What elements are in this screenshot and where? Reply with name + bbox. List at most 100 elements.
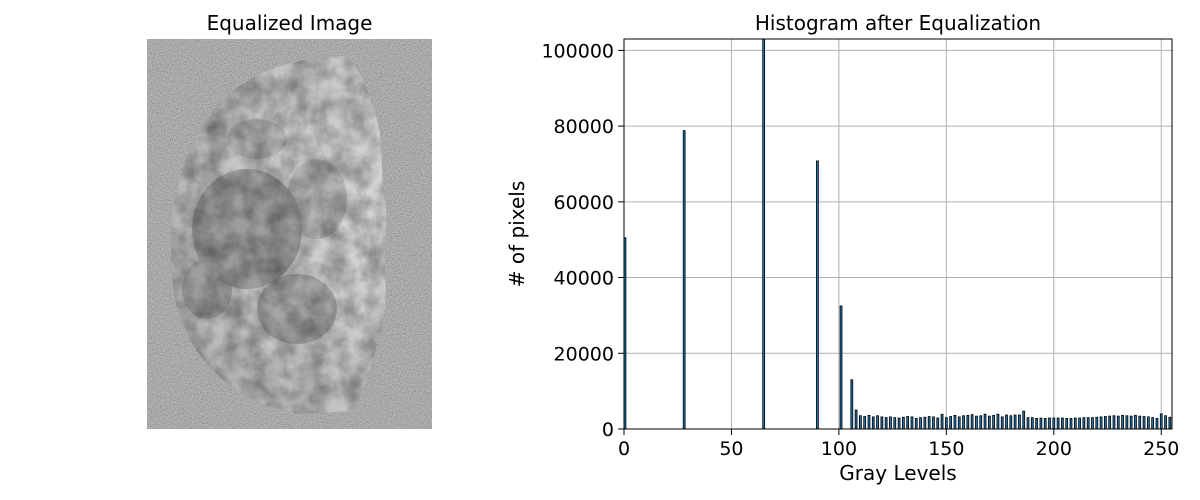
histogram-bar [893,417,897,430]
histogram-bar [1086,417,1090,430]
x-tick-label: 250 [1143,438,1179,460]
histogram-bar [859,415,862,430]
histogram-bar [839,305,843,430]
y-tick-label: 60000 [554,192,614,214]
histogram-bar [1108,415,1112,430]
histogram-bar [949,416,953,430]
histogram-bar [910,416,914,430]
histogram-bar [1155,417,1159,430]
histogram-bar [1056,417,1060,430]
x-tick-label: 0 [618,438,630,460]
chart-title: Histogram after Equalization [754,11,1042,35]
plot-frame [623,38,1173,430]
histogram-bar [1026,417,1030,430]
histogram-bar [871,416,875,430]
histogram-bar [902,416,905,430]
histogram-bar [970,414,974,430]
histogram-bar [1052,417,1056,430]
histogram-bar [1164,415,1167,430]
histogram-bar [940,413,944,430]
histogram-bar [1022,410,1026,430]
histogram-bar [682,130,686,430]
histogram-bar [1104,416,1107,430]
histogram-bar [944,417,948,430]
histogram-bar [983,413,987,430]
x-tick-label: 150 [928,438,964,460]
histogram-bar [897,417,901,430]
x-tick-label: 100 [821,438,857,460]
histogram-bar [975,415,978,430]
histogram-bar [762,38,766,430]
histogram-bar [957,416,961,430]
histogram-bar [966,414,970,430]
x-axis-label: Gray Levels [839,461,956,485]
histogram-bar [996,413,1000,430]
histogram-bar [987,415,991,430]
histogram-bar [1146,416,1150,430]
grid [623,39,1172,430]
histogram-bar [1009,415,1013,430]
histogram-bar [850,379,854,430]
histogram-bar [1121,414,1124,430]
histogram-bar [1065,417,1069,430]
histogram-bar [1018,414,1021,430]
moon-image [147,39,432,429]
histogram-bar [1129,415,1133,430]
histogram-bar [1013,414,1017,430]
histogram-bar [936,417,940,430]
histogram-bar [906,416,910,430]
histogram-bar [1151,417,1155,430]
histogram-bar [1069,417,1073,430]
y-tick-label: 40000 [554,268,614,290]
histogram-bar [1073,417,1077,430]
histogram-bar [1142,416,1146,430]
histogram-bar [1099,416,1103,430]
histogram-bar [863,416,867,430]
histogram-bar [923,416,927,430]
histogram-bar [1005,414,1008,430]
y-tick-label: 0 [602,419,614,441]
histogram-bar [1138,415,1142,430]
histogram-bar [1000,416,1004,430]
histogram-bar [1112,415,1116,430]
y-tick-label: 80000 [554,116,614,138]
y-tick-label: 100000 [541,40,614,62]
histogram-bar [1168,416,1172,430]
histogram-bar [992,414,995,430]
histogram-bar [1091,417,1094,430]
histogram-bar [979,415,983,430]
bars [623,38,1172,430]
histogram-bar [816,160,819,430]
x-tick-label: 50 [719,438,743,460]
histogram-bar [914,417,918,430]
histogram-bar [919,417,922,430]
histogram-bar [1125,415,1129,430]
axis-ticks: 0 50 100 150 200 250 0 20000 40000 60000 80000 1000… [541,40,1179,460]
histogram-bar [1048,417,1051,430]
histogram-bar [876,415,879,430]
image-title: Equalized Image [206,11,373,35]
histogram-bar [953,414,957,430]
histogram-bar [1030,417,1034,430]
histogram-bar [867,414,871,430]
histogram-bar [1095,416,1099,430]
histogram-bar [884,417,888,430]
histogram-bar [1035,417,1038,430]
histogram-bar [1039,417,1043,430]
histogram-bar [1078,417,1081,430]
histogram-bar [1043,417,1047,430]
x-tick-label: 200 [1036,438,1072,460]
y-axis-label: # of pixels [505,181,529,288]
histogram-bar [880,416,884,430]
histogram-bar [927,416,931,430]
histogram-bar [854,409,858,430]
histogram-bar [962,415,965,430]
histogram-bar [932,416,935,430]
y-tick-label: 20000 [554,343,614,365]
histogram-bar [1116,415,1120,430]
histogram-bar [1159,413,1163,430]
histogram-bar [889,416,892,430]
histogram-bar [1082,417,1086,430]
histogram-bar [1134,414,1137,430]
